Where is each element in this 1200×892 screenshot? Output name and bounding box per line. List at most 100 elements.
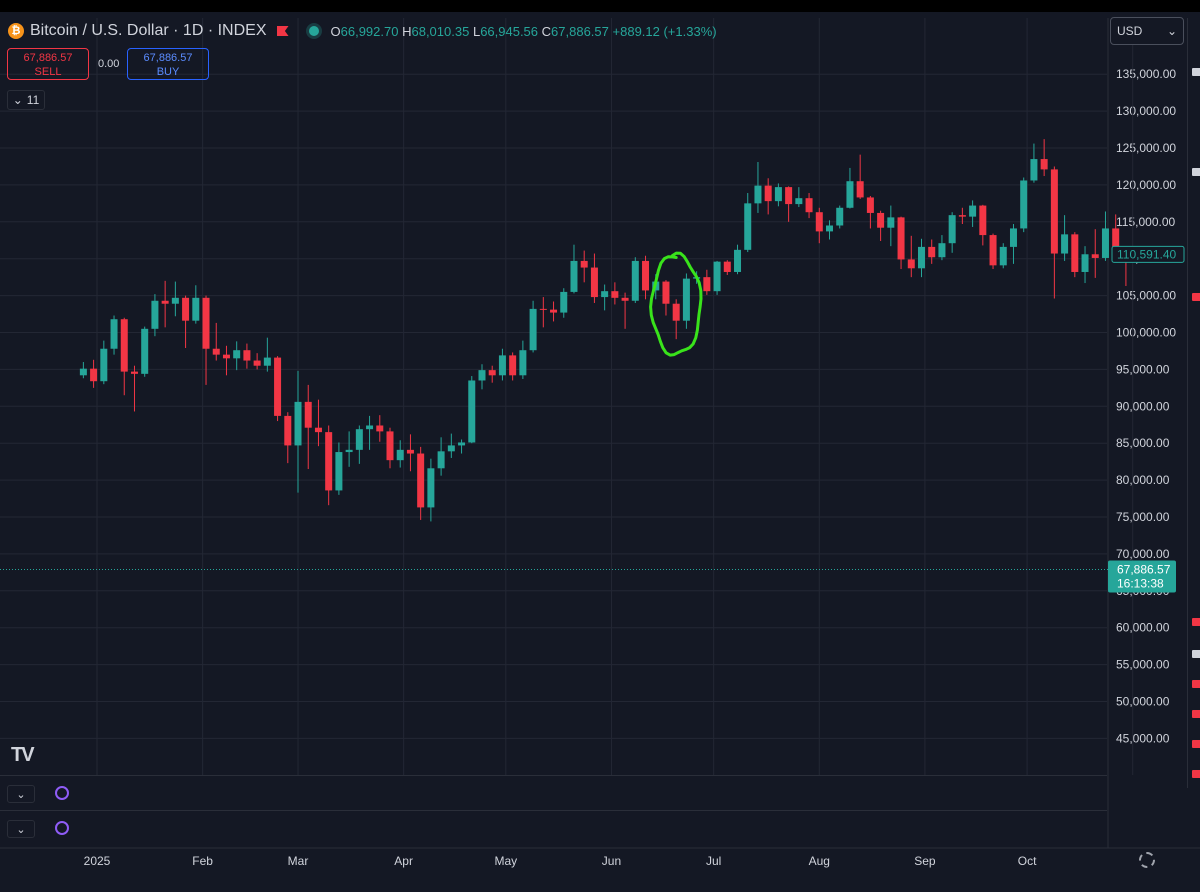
toolbar-icon[interactable] [1192,740,1200,748]
toolbar-icon[interactable] [1192,293,1200,301]
candle [529,300,537,353]
candle [856,154,864,199]
sell-button[interactable]: 67,886.57 SELL [7,48,89,80]
candle [355,425,363,464]
candle [928,239,936,264]
price-tick-label: 55,000.00 [1116,658,1170,672]
toolbar-icon[interactable] [1192,68,1200,76]
flag-icon[interactable] [276,26,289,36]
candle [938,235,946,261]
close-value: 67,886.57 [551,23,609,39]
marker-price-label: 110,591.40 [1117,247,1176,261]
candle-body [498,355,506,376]
candle-body [846,181,854,208]
pane-collapse-button[interactable]: ⌄ [7,785,35,803]
candle [182,295,190,348]
candle [519,340,527,379]
candle-body [590,267,598,298]
candle [447,433,455,458]
candle [785,186,793,222]
candle [1040,139,1048,177]
time-tick-label: May [495,854,518,868]
candle [314,399,322,447]
candle-body [703,277,711,292]
candle [417,446,425,520]
countdown-label: 16:13:38 [1117,576,1164,590]
candle-body [417,453,425,508]
candle-body [437,451,445,469]
sell-label: SELL [34,66,62,78]
candle [703,269,711,295]
top-strip-bg [0,12,1200,18]
candle [1101,211,1109,261]
candle [734,244,742,275]
candle-body [999,246,1007,266]
market-status-icon [308,26,319,36]
candle [79,362,87,379]
candle-body [744,203,752,250]
tradingview-logo-icon[interactable]: TV [11,744,35,766]
candle-body [396,449,404,461]
marker-price-badge [1111,245,1185,263]
candle-body [570,260,578,292]
candle [979,204,987,246]
buy-button[interactable]: 67,886.57 BUY [127,48,209,80]
gear-icon[interactable] [1139,852,1155,868]
pane-collapse-button[interactable]: ⌄ [7,820,35,838]
candle-body [509,355,517,376]
candle-body [284,415,292,446]
candle [999,243,1007,269]
time-tick-label: Mar [288,854,309,868]
spread-value: 0.00 [98,58,120,70]
toolbar-icon[interactable] [1192,650,1200,658]
refresh-icon[interactable] [55,786,69,800]
candle [580,250,588,283]
candle-body [815,212,823,232]
indicator-pane-1: ⌄ [0,775,1107,810]
candle [1009,224,1017,264]
toolbar-icon[interactable] [1192,618,1200,626]
toolbar-icon[interactable] [1192,770,1200,778]
candle [539,297,547,328]
candle [948,212,956,253]
candle [243,343,251,369]
currency-label: USD [1117,24,1143,38]
indicators-toggle[interactable]: ⌄ 11 [7,90,45,110]
candle-body [335,452,343,491]
currency-select[interactable]: USD ⌄ [1110,17,1184,45]
candle [969,200,977,227]
candle [672,299,680,340]
toolbar-icon[interactable] [1192,680,1200,688]
candle [90,359,98,388]
candle-body [580,260,588,268]
candle-body [1061,234,1069,254]
candle [815,207,823,244]
candle [1091,229,1099,278]
candle [335,442,343,495]
candle [284,412,292,464]
indicator-pane-2: ⌄ [0,810,1107,845]
candle-body [427,468,435,508]
time-tick-label: Jul [706,854,721,868]
toolbar-icon[interactable] [1192,710,1200,718]
candle [202,295,210,385]
price-tick-label: 60,000.00 [1116,621,1170,635]
time-tick-label: Feb [192,854,213,868]
symbol-title[interactable]: Bitcoin / U.S. Dollar · 1D · INDEX [30,22,267,39]
candle-body [897,217,905,260]
low-value: 66,945.56 [480,23,539,39]
candle [110,315,118,355]
candle-body [928,246,936,258]
price-tick-label: 50,000.00 [1116,695,1170,709]
candle-body [877,212,885,228]
candle-body [979,205,987,236]
price-tick-label: 125,000.00 [1116,141,1176,155]
open-value: 66,992.70 [340,23,399,39]
refresh-icon[interactable] [55,821,69,835]
candle-body [1101,228,1109,258]
candle [877,210,885,241]
candle-body [682,278,690,321]
price-tick-label: 80,000.00 [1116,473,1170,487]
toolbar-icon[interactable] [1192,168,1200,176]
